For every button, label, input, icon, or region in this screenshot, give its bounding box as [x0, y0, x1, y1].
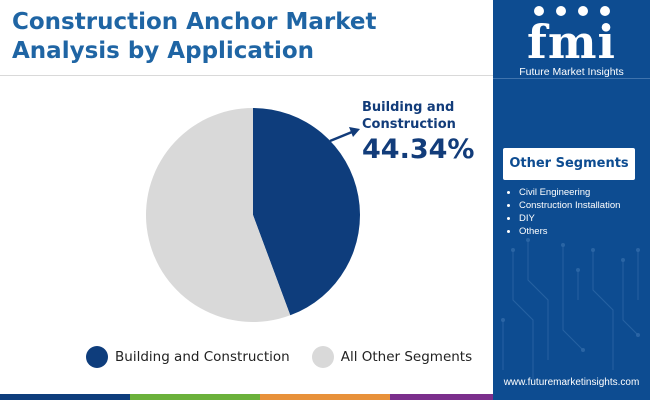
bottom-bar-segment: [260, 394, 390, 400]
sidebar-divider: [493, 78, 650, 79]
fmi-logo: fmi Future Market Insights: [493, 4, 650, 78]
callout-arrow-line: [329, 130, 353, 143]
pie-slice-building-and-construction: [253, 108, 360, 316]
other-segments-list: Civil Engineering Construction Installat…: [505, 186, 620, 238]
logo-mark: fmi: [527, 15, 616, 69]
legend-swatch: [86, 346, 108, 368]
pie-chart: [145, 108, 360, 322]
bottom-bar-segment: [390, 394, 520, 400]
sidebar: fmi Future Market Insights Other Segment…: [493, 0, 650, 400]
logo-brand-name: Future Market Insights: [519, 66, 624, 78]
other-segments-heading: Other Segments: [503, 148, 635, 180]
logo-dot-icon: [577, 6, 588, 16]
legend-label: Building and Construction: [115, 349, 290, 365]
chart-legend: Building and Construction All Other Segm…: [86, 346, 494, 368]
chart-title-line-1: Construction Anchor Market: [12, 9, 377, 35]
logo-dot-icon: [555, 6, 566, 16]
chart-title-line-2: Analysis by Application: [12, 38, 315, 64]
callout-arrow-head: [349, 127, 360, 137]
segment-item: Civil Engineering: [505, 186, 620, 199]
segment-item: Construction Installation: [505, 199, 620, 212]
legend-item-building-and-construction: Building and Construction: [86, 346, 290, 368]
logo-dot-icon: [533, 6, 544, 16]
circuit-pattern-decoration: [501, 238, 640, 380]
website-url[interactable]: www.futuremarketinsights.com: [503, 377, 640, 388]
bottom-bar-segment: [0, 394, 130, 400]
logo-icons: [493, 6, 650, 20]
segment-item: Others: [505, 225, 620, 238]
legend-item-all-other-segments: All Other Segments: [311, 346, 473, 368]
bottom-bar-segment: [130, 394, 260, 400]
pie-slice-all-other-segments: [145, 108, 291, 322]
slice-callout: Building and Construction 44.34%: [362, 99, 474, 167]
legend-swatch: [311, 346, 334, 368]
title-divider: [0, 75, 493, 76]
legend-label: All Other Segments: [340, 349, 473, 365]
logo-dot-icon: [599, 6, 610, 16]
callout-label: Building and Construction: [362, 100, 456, 132]
segment-item: DIY: [505, 212, 620, 225]
chart-title: Construction Anchor Market Analysis by A…: [12, 8, 482, 66]
callout-value: 44.34%: [362, 134, 475, 165]
